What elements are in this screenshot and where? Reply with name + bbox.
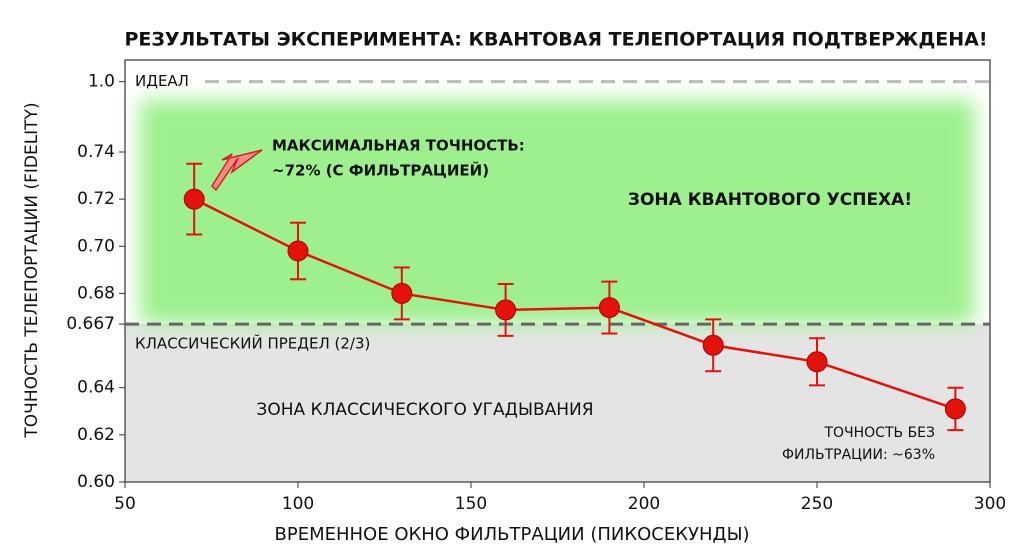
annotation: ~72% (С ФИЛЬТРАЦИЕЙ) (272, 161, 489, 180)
y-tick-label: 0.62 (77, 425, 115, 445)
y-tick-label: 0.667 (66, 314, 115, 334)
data-point (944, 398, 966, 420)
reference-label: КЛАССИЧЕСКИЙ ПРЕДЕЛ (2/3) (135, 334, 370, 353)
x-axis-label: ВРЕМЕННОЕ ОКНО ФИЛЬТРАЦИИ (ПИКОСЕКУНДЫ) (275, 524, 750, 545)
data-line (193, 198, 956, 411)
zone-label: ЗОНА КВАНТОВОГО УСПЕХА! (628, 190, 912, 210)
chart-title: РЕЗУЛЬТАТЫ ЭКСПЕРИМЕНТА: КВАНТОВАЯ ТЕЛЕП… (124, 29, 987, 51)
data-point (702, 334, 724, 356)
x-tick-label: 150 (455, 494, 487, 514)
annotation: ТОЧНОСТЬ БЕЗ (823, 425, 935, 441)
y-tick-label: 0.72 (77, 189, 115, 209)
data-point (598, 297, 620, 319)
data-point (806, 351, 828, 373)
plot-frame (124, 59, 991, 483)
y-tick-label: 0.70 (77, 236, 115, 256)
quantum-zone (140, 100, 975, 325)
data-point (495, 299, 517, 321)
zone-label: ЗОНА КЛАССИЧЕСКОГО УГАДЫВАНИЯ (256, 400, 593, 420)
y-tick-label: 1.0 (88, 72, 115, 92)
x-tick-label: 300 (974, 494, 1006, 514)
data-point (183, 188, 205, 210)
classical-zone (125, 324, 990, 482)
x-tick-label: 100 (282, 494, 314, 514)
y-tick-label: 0.60 (77, 472, 115, 492)
y-tick-label: 0.74 (77, 142, 115, 162)
data-point (391, 282, 413, 304)
reference-label: ИДЕАЛ (135, 72, 189, 90)
annotation-arrow (211, 149, 263, 192)
x-tick-label: 200 (628, 494, 660, 514)
y-tick-label: 0.68 (77, 283, 115, 303)
y-axis-label: ТОЧНОСТЬ ТЕЛЕПОРТАЦИИ (FIDELITY) (22, 102, 42, 438)
data-point (287, 240, 309, 262)
annotation: МАКСИМАЛЬНАЯ ТОЧНОСТЬ: (272, 137, 525, 155)
x-tick-label: 50 (114, 494, 136, 514)
x-tick-label: 250 (801, 494, 833, 514)
annotation: ФИЛЬТРАЦИИ: ~63% (782, 447, 935, 463)
y-tick-label: 0.64 (77, 378, 115, 398)
